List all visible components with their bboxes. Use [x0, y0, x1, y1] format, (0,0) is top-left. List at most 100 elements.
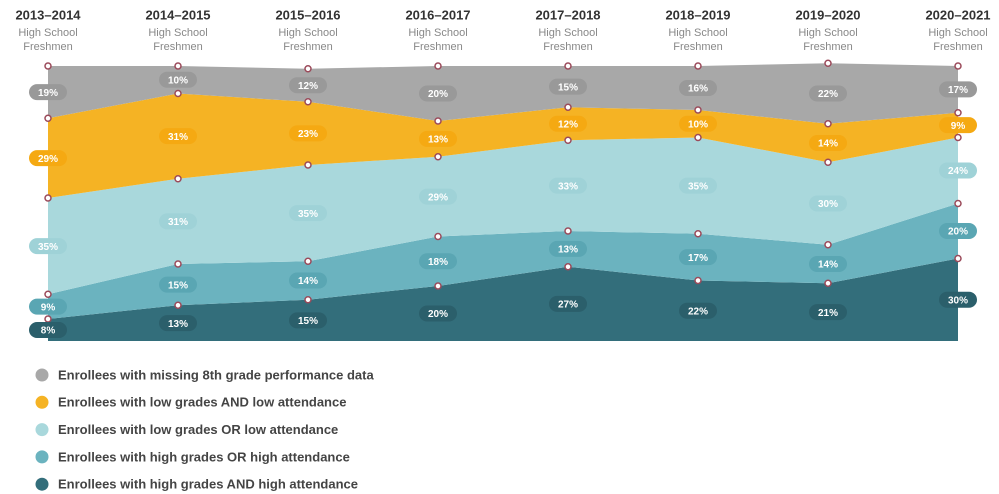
value-label: 15% — [558, 82, 578, 93]
value-label: 31% — [168, 217, 188, 228]
legend-label: Enrollees with high grades AND high atte… — [58, 477, 358, 492]
point — [174, 62, 182, 70]
value-label: 14% — [818, 139, 838, 150]
point — [694, 62, 702, 70]
point — [44, 290, 52, 298]
x-tick-label: 2016–2017 — [405, 7, 470, 22]
x-tick-sublabel: High School — [148, 27, 207, 39]
value-pill — [159, 213, 197, 230]
value-label: 20% — [428, 89, 448, 100]
point — [694, 106, 702, 114]
point — [824, 59, 832, 67]
value-label: 15% — [298, 316, 318, 327]
value-pill — [809, 85, 847, 102]
value-pill — [419, 130, 457, 147]
point — [694, 133, 702, 142]
value-pill — [679, 177, 717, 194]
point — [304, 296, 312, 304]
point — [694, 276, 702, 285]
point — [304, 65, 312, 73]
value-pill — [289, 272, 327, 289]
value-label: 35% — [688, 181, 708, 192]
point — [954, 254, 962, 263]
value-label: 22% — [818, 89, 838, 100]
value-pill — [549, 177, 587, 194]
value-pill — [939, 81, 977, 98]
value-pill — [289, 312, 327, 329]
x-tick-sublabel: Freshmen — [413, 41, 463, 53]
point — [174, 89, 182, 98]
x-tick-sublabel: Freshmen — [153, 41, 203, 53]
value-pill — [549, 295, 587, 312]
value-pill — [939, 117, 977, 134]
value-label: 14% — [818, 260, 838, 271]
legend-marker — [35, 368, 49, 382]
value-pill — [419, 305, 457, 322]
area — [48, 93, 958, 198]
value-label: 13% — [558, 245, 578, 256]
value-label: 16% — [688, 84, 708, 95]
point — [304, 161, 312, 169]
value-label: 21% — [818, 308, 838, 319]
value-label: 15% — [168, 280, 188, 291]
x-tick-sublabel: Freshmen — [543, 41, 593, 53]
value-label: 20% — [948, 227, 968, 238]
value-label: 12% — [298, 81, 318, 92]
value-pill — [679, 249, 717, 266]
x-tick-sublabel: High School — [278, 27, 337, 39]
value-pill — [289, 125, 327, 142]
legend-label: Enrollees with missing 8th grade perform… — [58, 367, 374, 382]
point — [564, 136, 572, 144]
value-pill — [419, 188, 457, 205]
point — [44, 194, 52, 202]
point — [824, 279, 832, 287]
value-label: 17% — [948, 85, 968, 96]
x-tick-sublabel: High School — [798, 27, 857, 39]
value-pill — [679, 80, 717, 96]
point — [564, 263, 572, 271]
value-pill — [419, 253, 457, 270]
value-pill — [939, 162, 977, 179]
point — [824, 158, 832, 166]
area — [48, 258, 958, 341]
value-label: 19% — [38, 88, 58, 99]
value-label: 9% — [41, 302, 56, 313]
value-pill — [809, 135, 847, 151]
value-pill — [809, 304, 847, 321]
point — [434, 282, 442, 290]
x-tick-label: 2018–2019 — [665, 7, 730, 22]
legend-marker — [35, 423, 49, 437]
value-pill — [29, 322, 67, 338]
value-pill — [679, 115, 717, 132]
value-label: 8% — [41, 326, 56, 337]
legend-marker — [35, 450, 49, 464]
point — [954, 133, 962, 142]
point — [174, 260, 182, 268]
point — [304, 257, 312, 265]
point — [954, 62, 962, 70]
value-label: 22% — [688, 306, 708, 317]
value-label: 14% — [298, 276, 318, 287]
value-pill — [29, 84, 67, 101]
value-pill — [159, 315, 197, 332]
point — [954, 109, 962, 117]
point — [564, 227, 572, 235]
x-tick-sublabel: Freshmen — [283, 41, 333, 53]
point — [44, 114, 52, 122]
value-label: 10% — [688, 119, 708, 130]
value-pill — [809, 256, 847, 272]
value-label: 12% — [558, 119, 578, 130]
value-pill — [939, 291, 977, 308]
value-pill — [159, 276, 197, 293]
x-tick-label: 2020–2021 — [925, 7, 990, 22]
value-label: 20% — [428, 309, 448, 320]
x-tick-sublabel: Freshmen — [673, 41, 723, 53]
value-label: 23% — [298, 129, 318, 140]
value-pill — [679, 302, 717, 319]
legend-label: Enrollees with high grades OR high atten… — [58, 449, 350, 464]
value-label: 27% — [558, 300, 578, 311]
x-tick-label: 2019–2020 — [795, 7, 860, 22]
value-pill — [159, 128, 197, 145]
point — [564, 62, 572, 70]
